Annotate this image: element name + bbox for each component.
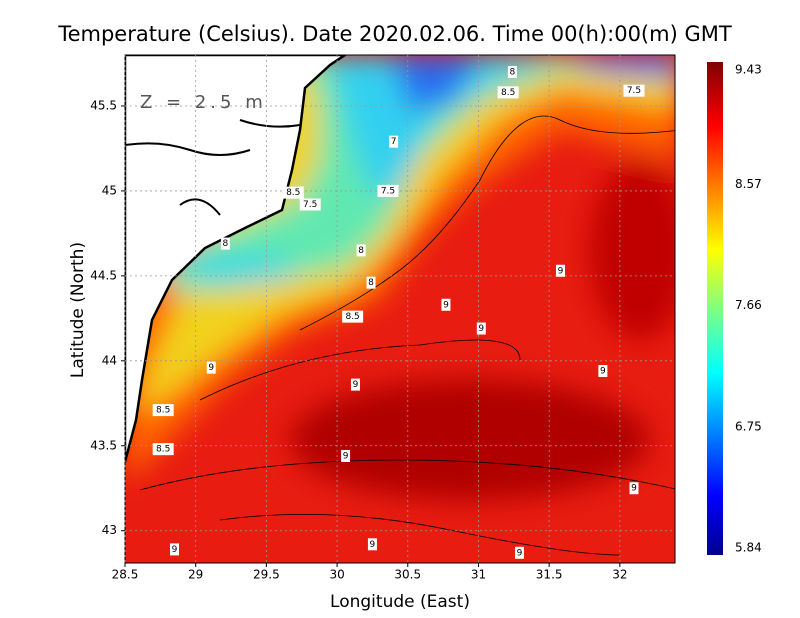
x-tick-label: 30.5 [394, 568, 421, 582]
contour-label-box [367, 538, 377, 551]
contour-label: 7.5 [381, 186, 395, 196]
colorbar-tick-label: 8.57 [735, 177, 762, 191]
y-tick-label: 45.5 [90, 98, 117, 112]
contour-label-box [555, 264, 565, 277]
contour-label: 9 [370, 540, 376, 550]
contour-label-box [342, 310, 364, 323]
depth-annotation: Z = 2.5 m [140, 92, 267, 113]
colorbar-tick-label: 7.66 [735, 298, 762, 312]
x-tick-label: 28.5 [112, 568, 139, 582]
y-tick-label: 43 [102, 523, 117, 537]
contour-label-box [282, 186, 304, 199]
contour-label: 8 [358, 246, 364, 256]
contour-label: 8.5 [156, 406, 170, 416]
contour-label-box [507, 65, 517, 78]
x-tick-label: 31.5 [536, 568, 563, 582]
contour-label-box [366, 276, 376, 289]
contour-label: 8.5 [345, 312, 359, 322]
contour-label: 8.5 [286, 188, 300, 198]
temperature-field [125, 55, 675, 563]
contour-label-box [598, 365, 608, 378]
contour-label: 8 [510, 67, 516, 77]
y-tick-label: 45 [102, 183, 117, 197]
contour-label: 7 [391, 137, 397, 147]
contour-label-box [629, 482, 639, 495]
contour-label: 9 [631, 484, 637, 494]
x-tick-label: 31 [471, 568, 486, 582]
contour-label-box [220, 237, 230, 250]
colorbar-tick-label: 6.75 [735, 419, 762, 433]
contour-label-box [377, 184, 399, 197]
contour-label: 9 [558, 266, 564, 276]
contour-label-box [206, 361, 216, 374]
contour-label: 8.5 [156, 445, 170, 455]
contour-label: 9 [343, 451, 349, 461]
contour-label-box [441, 298, 451, 311]
contour-label: 8.5 [501, 88, 515, 98]
colorbar-tick-label: 5.84 [735, 541, 762, 555]
contour-label-box [389, 135, 399, 148]
colorbar [707, 62, 723, 555]
contour-label-box [299, 198, 321, 211]
contour-label-box [169, 543, 179, 556]
contour-label: 9 [208, 363, 214, 373]
contour-label-box [152, 404, 174, 417]
x-tick-label: 32 [612, 568, 627, 582]
contour-label-box [350, 378, 360, 391]
x-tick-label: 29.5 [253, 568, 280, 582]
contour-label-box [356, 244, 366, 257]
x-tick-label: 29 [188, 568, 203, 582]
y-tick-label: 43.5 [90, 438, 117, 452]
x-axis-label: Longitude (East) [330, 592, 470, 612]
x-tick-label: 30 [329, 568, 344, 582]
contour-label: 9 [600, 367, 606, 377]
y-tick-label: 44.5 [90, 268, 117, 282]
contour-label: 8 [223, 239, 229, 249]
contour-label-box [152, 443, 174, 456]
colorbar-tick-label: 9.43 [735, 63, 762, 77]
contour-label: 8 [368, 278, 374, 288]
contour-label: 9 [517, 548, 523, 558]
contour-label: 9 [172, 545, 178, 555]
contour-label-box [623, 84, 645, 97]
y-tick-label: 44 [102, 353, 117, 367]
contour-label: 7.5 [627, 86, 641, 96]
y-axis-label: Latitude (North) [68, 242, 88, 378]
contour-label: 9 [443, 300, 449, 310]
contour-label-box [341, 449, 351, 462]
contour-label: 9 [478, 324, 484, 334]
plot-frame [124, 54, 676, 564]
contour-label-box [514, 546, 524, 559]
chart-title: Temperature (Celsius). Date 2020.02.06. … [57, 22, 732, 46]
contour-label: 9 [353, 380, 359, 390]
contour-label: 7.5 [303, 200, 317, 210]
contour-label-box [497, 86, 519, 99]
contour-label-box [476, 322, 486, 335]
